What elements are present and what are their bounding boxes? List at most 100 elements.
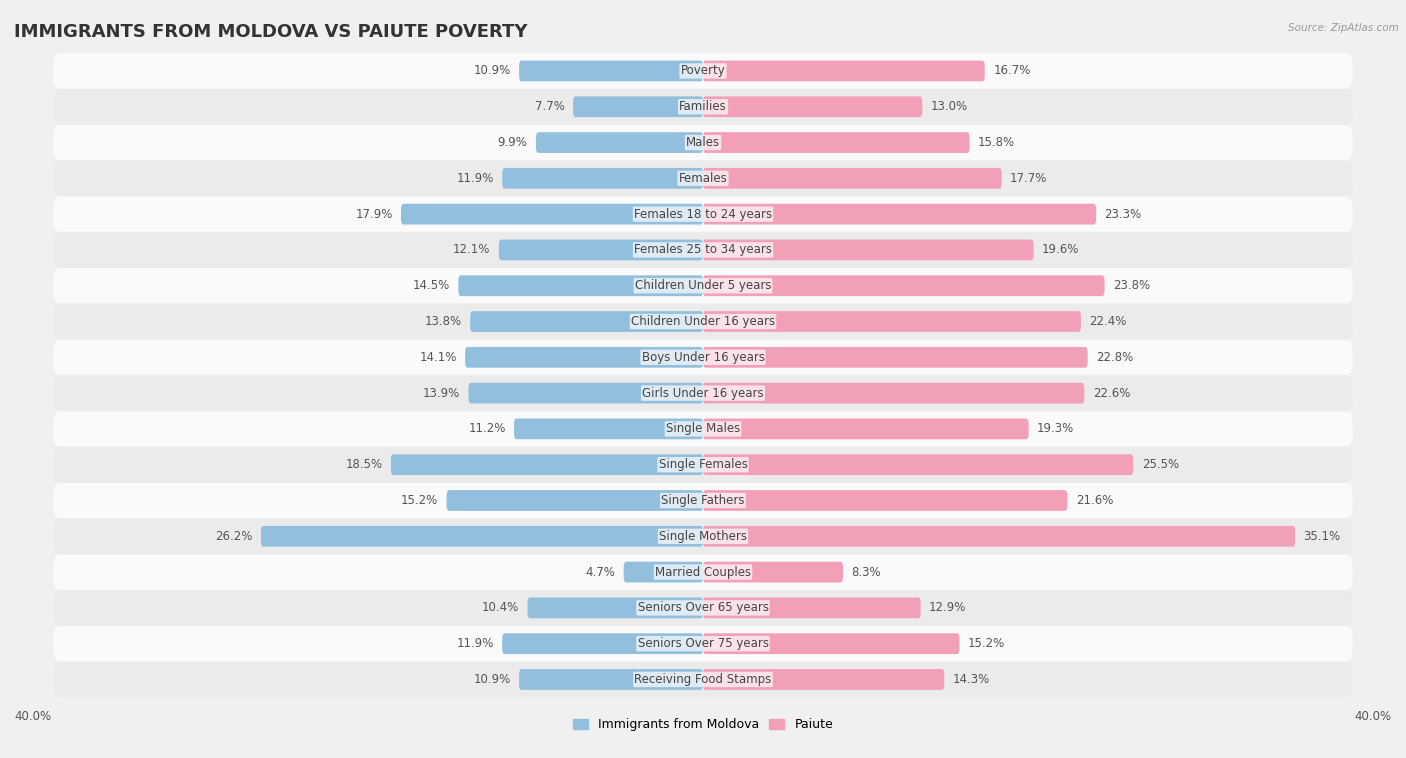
FancyBboxPatch shape: [53, 340, 1353, 375]
Text: Boys Under 16 years: Boys Under 16 years: [641, 351, 765, 364]
Text: 40.0%: 40.0%: [1355, 709, 1392, 723]
FancyBboxPatch shape: [53, 53, 1353, 89]
FancyBboxPatch shape: [53, 483, 1353, 518]
FancyBboxPatch shape: [703, 454, 1133, 475]
Text: Girls Under 16 years: Girls Under 16 years: [643, 387, 763, 399]
Text: 16.7%: 16.7%: [993, 64, 1031, 77]
FancyBboxPatch shape: [53, 590, 1353, 625]
FancyBboxPatch shape: [53, 161, 1353, 196]
FancyBboxPatch shape: [401, 204, 703, 224]
FancyBboxPatch shape: [53, 662, 1353, 697]
Text: 19.6%: 19.6%: [1042, 243, 1080, 256]
Text: 13.0%: 13.0%: [931, 100, 967, 113]
Text: IMMIGRANTS FROM MOLDOVA VS PAIUTE POVERTY: IMMIGRANTS FROM MOLDOVA VS PAIUTE POVERT…: [14, 23, 527, 41]
FancyBboxPatch shape: [53, 412, 1353, 446]
Text: Single Mothers: Single Mothers: [659, 530, 747, 543]
Text: 15.8%: 15.8%: [979, 136, 1015, 149]
Text: Females: Females: [679, 172, 727, 185]
FancyBboxPatch shape: [703, 168, 1001, 189]
Text: 12.9%: 12.9%: [929, 601, 966, 615]
Text: 19.3%: 19.3%: [1038, 422, 1074, 435]
Text: 23.3%: 23.3%: [1105, 208, 1142, 221]
FancyBboxPatch shape: [53, 518, 1353, 554]
Text: 11.9%: 11.9%: [457, 172, 494, 185]
FancyBboxPatch shape: [703, 275, 1105, 296]
FancyBboxPatch shape: [53, 375, 1353, 411]
FancyBboxPatch shape: [53, 626, 1353, 661]
FancyBboxPatch shape: [703, 597, 921, 619]
Text: Poverty: Poverty: [681, 64, 725, 77]
FancyBboxPatch shape: [53, 125, 1353, 160]
Text: Single Females: Single Females: [658, 458, 748, 471]
Text: 21.6%: 21.6%: [1076, 494, 1114, 507]
Text: 10.9%: 10.9%: [474, 673, 510, 686]
FancyBboxPatch shape: [519, 61, 703, 81]
FancyBboxPatch shape: [499, 240, 703, 260]
Text: Females 25 to 34 years: Females 25 to 34 years: [634, 243, 772, 256]
FancyBboxPatch shape: [703, 132, 970, 153]
Text: Married Couples: Married Couples: [655, 565, 751, 578]
Text: 4.7%: 4.7%: [585, 565, 616, 578]
Text: 11.2%: 11.2%: [468, 422, 506, 435]
FancyBboxPatch shape: [519, 669, 703, 690]
Text: 35.1%: 35.1%: [1303, 530, 1341, 543]
FancyBboxPatch shape: [447, 490, 703, 511]
Text: Source: ZipAtlas.com: Source: ZipAtlas.com: [1288, 23, 1399, 33]
FancyBboxPatch shape: [53, 447, 1353, 482]
Text: 14.3%: 14.3%: [953, 673, 990, 686]
FancyBboxPatch shape: [53, 89, 1353, 124]
FancyBboxPatch shape: [262, 526, 703, 547]
FancyBboxPatch shape: [703, 61, 984, 81]
Text: 8.3%: 8.3%: [852, 565, 882, 578]
Text: 22.6%: 22.6%: [1092, 387, 1130, 399]
Text: Families: Families: [679, 100, 727, 113]
Text: 22.8%: 22.8%: [1097, 351, 1133, 364]
Text: 17.7%: 17.7%: [1010, 172, 1047, 185]
FancyBboxPatch shape: [458, 275, 703, 296]
FancyBboxPatch shape: [703, 526, 1295, 547]
Text: Single Fathers: Single Fathers: [661, 494, 745, 507]
Text: 26.2%: 26.2%: [215, 530, 253, 543]
FancyBboxPatch shape: [465, 347, 703, 368]
Text: Children Under 16 years: Children Under 16 years: [631, 315, 775, 328]
FancyBboxPatch shape: [703, 490, 1067, 511]
Text: 13.8%: 13.8%: [425, 315, 461, 328]
Text: Seniors Over 75 years: Seniors Over 75 years: [637, 637, 769, 650]
FancyBboxPatch shape: [703, 669, 945, 690]
FancyBboxPatch shape: [515, 418, 703, 440]
Text: 11.9%: 11.9%: [457, 637, 494, 650]
FancyBboxPatch shape: [536, 132, 703, 153]
Text: 13.9%: 13.9%: [423, 387, 460, 399]
FancyBboxPatch shape: [527, 597, 703, 619]
FancyBboxPatch shape: [468, 383, 703, 403]
FancyBboxPatch shape: [703, 383, 1084, 403]
FancyBboxPatch shape: [502, 168, 703, 189]
Text: Children Under 5 years: Children Under 5 years: [634, 279, 772, 293]
Text: 15.2%: 15.2%: [401, 494, 439, 507]
FancyBboxPatch shape: [703, 96, 922, 117]
FancyBboxPatch shape: [53, 196, 1353, 232]
FancyBboxPatch shape: [703, 311, 1081, 332]
FancyBboxPatch shape: [703, 633, 959, 654]
FancyBboxPatch shape: [391, 454, 703, 475]
FancyBboxPatch shape: [53, 555, 1353, 590]
Text: 17.9%: 17.9%: [356, 208, 392, 221]
FancyBboxPatch shape: [53, 304, 1353, 339]
Text: Receiving Food Stamps: Receiving Food Stamps: [634, 673, 772, 686]
Text: 7.7%: 7.7%: [534, 100, 565, 113]
Text: 18.5%: 18.5%: [346, 458, 382, 471]
Text: Females 18 to 24 years: Females 18 to 24 years: [634, 208, 772, 221]
Text: Single Males: Single Males: [666, 422, 740, 435]
Text: 12.1%: 12.1%: [453, 243, 491, 256]
FancyBboxPatch shape: [470, 311, 703, 332]
Text: 10.9%: 10.9%: [474, 64, 510, 77]
Text: 14.1%: 14.1%: [419, 351, 457, 364]
Text: Seniors Over 65 years: Seniors Over 65 years: [637, 601, 769, 615]
Text: 40.0%: 40.0%: [14, 709, 51, 723]
Text: 9.9%: 9.9%: [498, 136, 527, 149]
Text: Males: Males: [686, 136, 720, 149]
Text: 14.5%: 14.5%: [413, 279, 450, 293]
FancyBboxPatch shape: [703, 240, 1033, 260]
Text: 15.2%: 15.2%: [967, 637, 1005, 650]
FancyBboxPatch shape: [574, 96, 703, 117]
